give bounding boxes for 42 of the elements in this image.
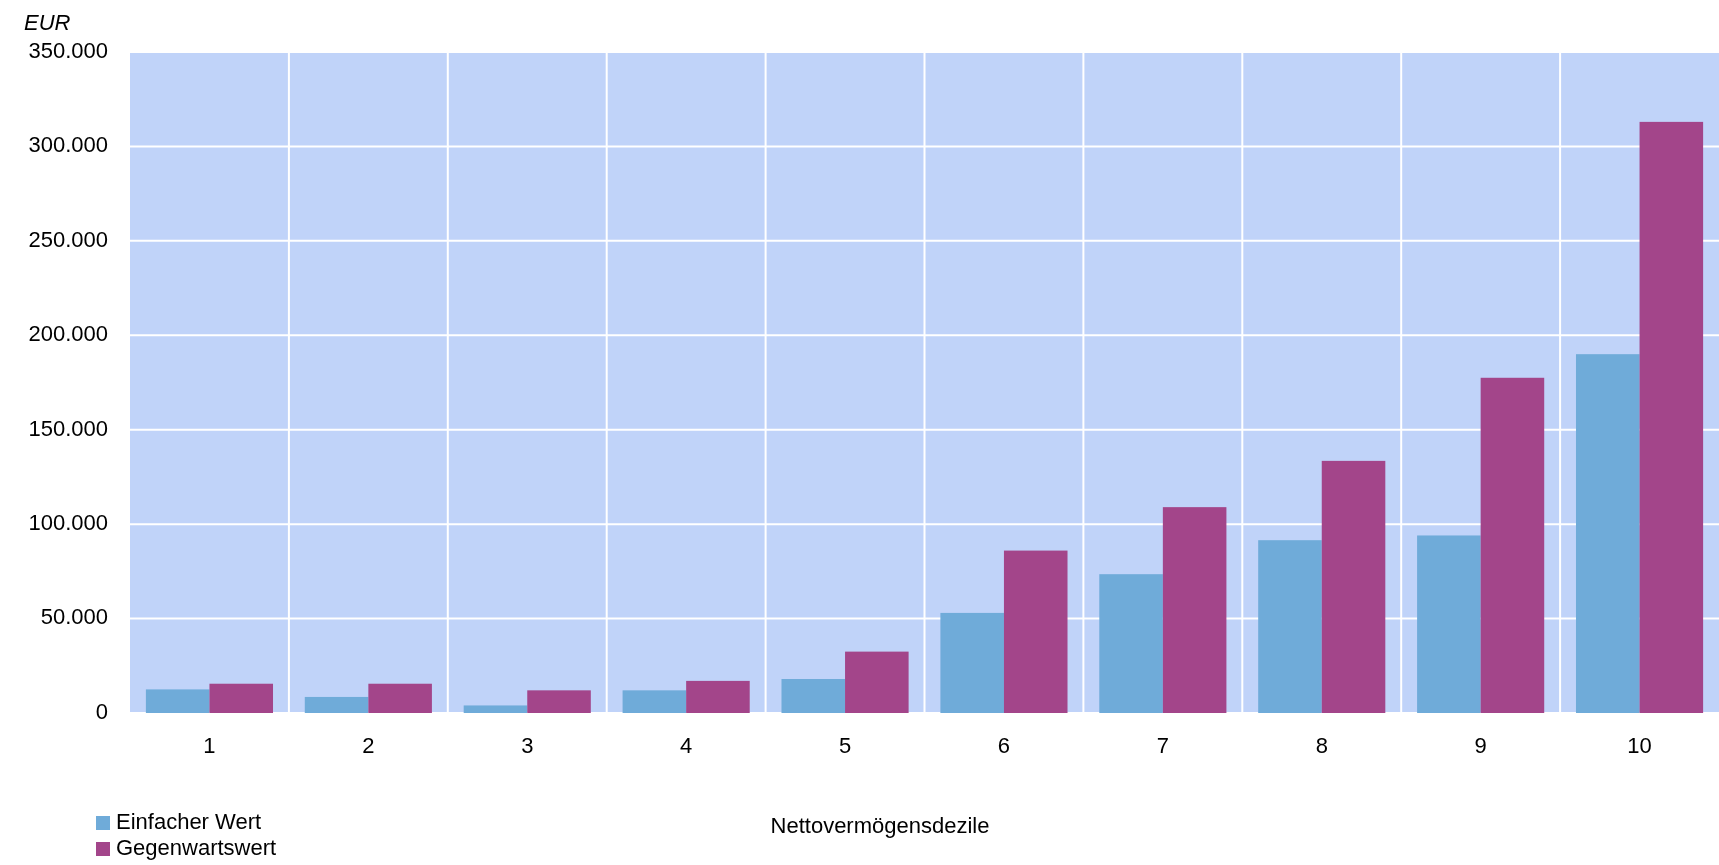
bar: [527, 690, 591, 713]
bar: [304, 696, 369, 713]
x-tick-label: 3: [521, 733, 534, 758]
bar: [368, 683, 432, 713]
y-tick-label: 250.000: [28, 226, 108, 252]
y-tick-label: 300.000: [28, 132, 108, 158]
y-tick-label: 100.000: [28, 509, 108, 535]
bar: [1480, 377, 1545, 713]
x-tick-label: 1: [203, 733, 216, 758]
x-tick-label: 6: [997, 733, 1011, 758]
bar: [1162, 507, 1227, 713]
x-tick-label: 8: [1315, 733, 1328, 758]
y-tick-label: 150.000: [28, 415, 108, 441]
bar: [209, 683, 274, 713]
x-tick-label: 4: [680, 733, 693, 758]
y-tick-label: 200.000: [28, 321, 108, 347]
bar: [622, 690, 687, 713]
bar: [1321, 460, 1386, 713]
bar: [940, 612, 1004, 713]
bar: [463, 705, 528, 713]
y-tick-label: 0: [95, 698, 108, 724]
bar: [1417, 535, 1481, 713]
bar: [781, 679, 846, 713]
x-tick-label: 7: [1156, 733, 1169, 758]
x-tick-label: 10: [1627, 733, 1652, 758]
bar: [1575, 354, 1640, 713]
x-tick-label: 5: [838, 733, 852, 758]
x-tick-label: 9: [1474, 733, 1487, 758]
y-tick-label: 350.000: [28, 37, 108, 63]
bar: [145, 689, 210, 713]
bar: [1258, 540, 1322, 713]
y-axis-title: EUR: [24, 10, 71, 35]
bar: [845, 651, 909, 713]
legend-label: Gegenwartswert: [116, 834, 277, 860]
bar: [1099, 574, 1163, 713]
x-axis-title: Nettovermögensdezile: [770, 813, 990, 838]
bar: [1003, 550, 1068, 713]
bar: [686, 680, 750, 713]
legend-label: Einfacher Wert: [116, 808, 262, 834]
bar: [1639, 121, 1704, 713]
x-tick-label: 2: [362, 733, 375, 758]
y-tick-label: 50.000: [40, 604, 108, 630]
